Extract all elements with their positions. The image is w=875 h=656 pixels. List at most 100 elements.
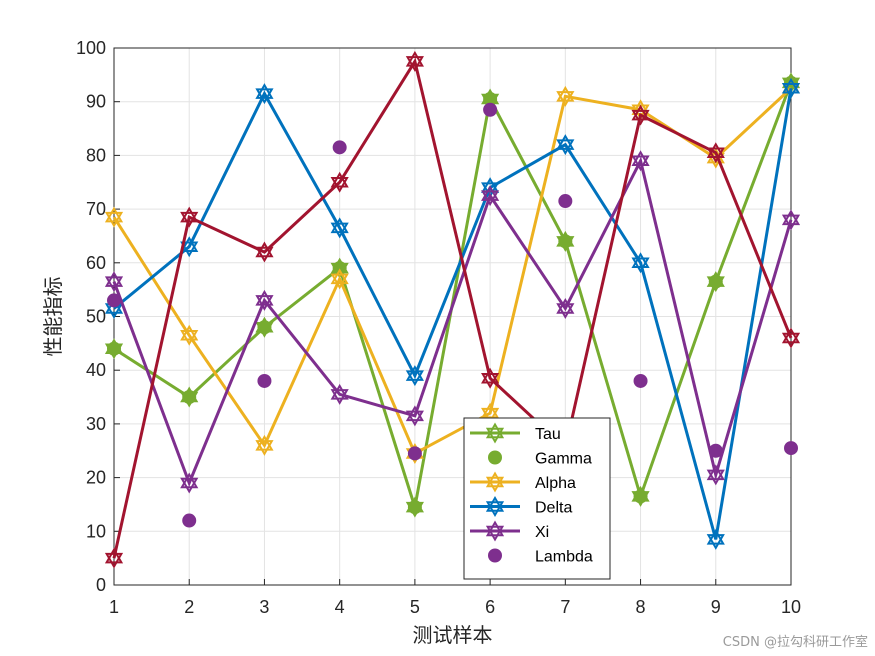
x-tick-label: 5 bbox=[410, 597, 420, 617]
y-tick-label: 100 bbox=[76, 38, 106, 58]
hexagram-up-triangle bbox=[781, 77, 801, 94]
hexagram-up-triangle bbox=[556, 297, 575, 314]
hexagram-down-triangle bbox=[180, 477, 199, 494]
gamma-point bbox=[332, 261, 347, 276]
legend-item-tau: Tau bbox=[470, 422, 561, 444]
legend-item-xi: Xi bbox=[470, 520, 549, 542]
series-group bbox=[104, 50, 801, 569]
alpha-point bbox=[104, 206, 124, 228]
y-tick-label: 90 bbox=[86, 92, 106, 112]
hexagram-down-triangle bbox=[481, 190, 500, 207]
hexagram-up-triangle bbox=[180, 324, 199, 341]
hexagram-down-triangle bbox=[255, 88, 274, 105]
delta-point bbox=[781, 77, 801, 99]
lambda-point bbox=[182, 513, 197, 528]
hexagram-down-triangle bbox=[104, 276, 124, 293]
hexagram-up-triangle bbox=[485, 520, 505, 537]
series-gamma bbox=[107, 75, 798, 515]
hexagram-up-triangle bbox=[104, 547, 124, 564]
series-alpha bbox=[104, 77, 801, 464]
hexagram-down-triangle bbox=[405, 370, 424, 387]
y-axis-label: 性能指标 bbox=[41, 277, 65, 357]
delta-point bbox=[631, 252, 650, 274]
gamma-point bbox=[558, 234, 573, 249]
legend-label: Lambda bbox=[535, 549, 593, 566]
legend: Tau Gamma Alpha Delta Xi Lambda bbox=[463, 417, 611, 580]
legend-swatch-marker bbox=[488, 548, 502, 563]
legend-label: Tau bbox=[535, 426, 561, 443]
lambda-point bbox=[633, 373, 648, 388]
series-7-line bbox=[112, 57, 793, 559]
delta-point bbox=[255, 83, 274, 105]
hexagram-up-triangle bbox=[485, 471, 505, 488]
hexagram-down-triangle bbox=[104, 211, 124, 228]
x-tick-label: 8 bbox=[636, 597, 646, 617]
hexagram-down-triangle bbox=[706, 534, 725, 550]
hexagram-down-triangle bbox=[104, 552, 124, 569]
hexagram-up-triangle bbox=[485, 422, 505, 439]
legend-item-alpha: Alpha bbox=[470, 471, 576, 493]
delta-point bbox=[330, 217, 349, 239]
xi-point bbox=[405, 405, 424, 427]
hexagram-up-triangle bbox=[405, 405, 424, 422]
hexagram-down-triangle bbox=[255, 440, 274, 456]
lambda-point bbox=[483, 102, 498, 117]
series-7-point bbox=[405, 50, 424, 72]
hexagram-down-triangle bbox=[481, 373, 500, 389]
hexagram-up-triangle bbox=[706, 464, 725, 481]
hexagram-up-triangle bbox=[706, 528, 725, 545]
lambda-point bbox=[784, 441, 798, 456]
hexagram-down-triangle bbox=[706, 147, 725, 164]
y-tick-label: 40 bbox=[86, 360, 106, 380]
hexagram-down-triangle bbox=[781, 332, 801, 349]
hexagram-down-triangle bbox=[781, 83, 801, 99]
hexagram-up-triangle bbox=[255, 289, 274, 306]
alpha-point bbox=[180, 324, 199, 346]
x-tick-label: 1 bbox=[109, 597, 119, 617]
xi-point bbox=[104, 271, 124, 293]
hexagram-up-triangle bbox=[104, 271, 124, 287]
x-tick-label: 3 bbox=[259, 597, 269, 617]
hexagram-up-triangle bbox=[180, 206, 199, 223]
legend-swatch-marker bbox=[488, 450, 502, 465]
x-tick-label: 6 bbox=[485, 597, 495, 617]
delta-point bbox=[405, 365, 424, 387]
hexagram-up-triangle bbox=[330, 383, 349, 400]
gamma-point bbox=[182, 390, 197, 405]
alpha-point bbox=[556, 85, 575, 107]
hexagram-up-triangle bbox=[405, 365, 424, 381]
hexagram-up-triangle bbox=[104, 206, 124, 223]
hexagram-down-triangle bbox=[556, 303, 575, 319]
legend-item-lambda: Lambda bbox=[488, 548, 593, 566]
legend-label: Delta bbox=[535, 500, 572, 517]
hexagram-up-triangle bbox=[255, 83, 274, 99]
y-tick-label: 20 bbox=[86, 468, 106, 488]
lambda-point bbox=[407, 446, 422, 461]
alpha-line bbox=[112, 87, 793, 456]
x-tick-label: 4 bbox=[335, 597, 345, 617]
hexagram-down-triangle bbox=[405, 56, 424, 72]
hexagram-down-triangle bbox=[180, 211, 199, 228]
legend-item-gamma: Gamma bbox=[488, 450, 592, 468]
x-tick-label: 7 bbox=[560, 597, 570, 617]
xi-point bbox=[255, 289, 274, 311]
y-tick-label: 70 bbox=[86, 199, 106, 219]
gamma-point bbox=[407, 500, 422, 515]
hexagram-down-triangle bbox=[781, 214, 801, 231]
hexagram-down-triangle bbox=[180, 330, 199, 346]
hexagram-down-triangle bbox=[481, 407, 500, 424]
xi-point bbox=[706, 464, 725, 486]
series-7-point bbox=[180, 206, 199, 228]
hexagram-down-triangle bbox=[330, 273, 349, 290]
alpha-point bbox=[255, 434, 274, 456]
series-series-7 bbox=[104, 50, 801, 569]
xi-point bbox=[180, 472, 199, 494]
y-tick-label: 30 bbox=[86, 414, 106, 434]
hexagram-down-triangle bbox=[255, 295, 274, 311]
series-7-point bbox=[706, 142, 725, 164]
hexagram-down-triangle bbox=[631, 155, 650, 172]
hexagram-down-triangle bbox=[706, 469, 725, 486]
y-tick-label: 0 bbox=[96, 575, 106, 595]
hexagram-up-triangle bbox=[180, 236, 199, 252]
hexagram-down-triangle bbox=[485, 427, 505, 444]
